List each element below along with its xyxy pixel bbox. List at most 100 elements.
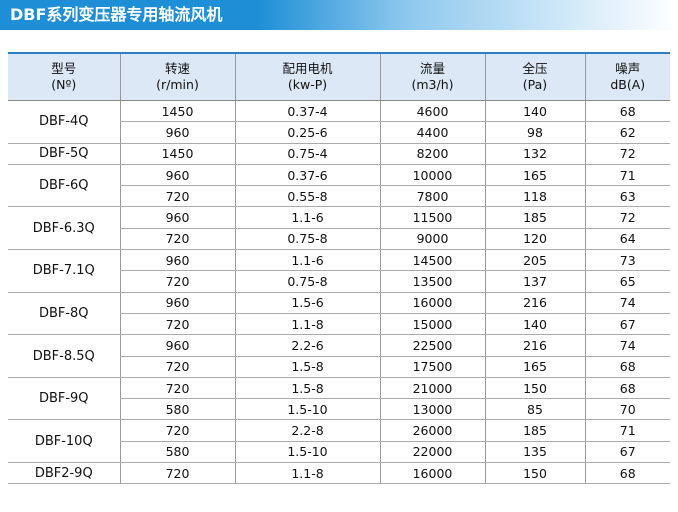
table-cell: 0.25-6 [234, 121, 380, 144]
table-cell: 16000 [379, 462, 485, 485]
table-cell: 2.2-6 [234, 334, 380, 357]
header-cell: 转速 (r/min) [119, 52, 235, 101]
table-cell: 68 [584, 462, 670, 485]
table-cell: 68 [584, 356, 670, 378]
table-row: DBF-8.5Q 960 2.2-6 22500 216 74 [8, 334, 670, 378]
table-cell: 16000 [379, 292, 485, 314]
table-cell: 21000 [379, 377, 485, 400]
model-cell: DBF-9Q [8, 377, 120, 421]
table-cell: 135 [484, 441, 585, 464]
table-cell: 65 [584, 270, 670, 293]
table-cell: 720 [119, 270, 235, 293]
model-cell: DBF-6.3Q [8, 206, 120, 251]
table-cell: 165 [484, 164, 585, 187]
table-row: 720 0.75-8 9000 120 64 [8, 228, 670, 251]
table-cell: 70 [584, 398, 670, 421]
table-cell: 580 [119, 441, 235, 464]
table-cell: 68 [584, 100, 670, 123]
table-cell: 4600 [379, 100, 485, 123]
table-cell: 74 [584, 292, 670, 314]
table-cell: 68 [584, 377, 670, 400]
table-cell: 216 [484, 334, 585, 357]
table-cell: 67 [584, 441, 670, 464]
table-row: 580 1.5-10 22000 135 67 [8, 441, 670, 464]
table-cell: 67 [584, 313, 670, 336]
table-cell: 0.37-4 [234, 100, 380, 123]
table-cell: 205 [484, 249, 585, 272]
table-cell: 1.5-8 [234, 377, 380, 400]
table-cell: 7800 [379, 185, 485, 208]
table-cell: 720 [119, 185, 235, 208]
header-text: 噪声 [615, 61, 641, 76]
table-cell: 63 [584, 185, 670, 208]
table-row: 960 0.25-6 4400 98 62 [8, 121, 670, 144]
table-row: DBF2-9Q 720 1.1-8 16000 150 68 [8, 462, 670, 485]
table-cell: 185 [484, 206, 585, 229]
model-cell: DBF-8Q [8, 292, 120, 336]
header-text: dB(A) [610, 77, 646, 92]
table-cell: 98 [484, 121, 585, 144]
header-text: (kw-P) [287, 77, 328, 92]
table-cell: 150 [484, 377, 585, 400]
table-cell: 720 [119, 313, 235, 336]
header-text: (Nº) [51, 77, 77, 92]
table-row: DBF-6.3Q 960 1.1-6 11500 185 72 [8, 206, 670, 251]
table-cell: 120 [484, 228, 585, 251]
table-cell: 15000 [379, 313, 485, 336]
table-row: DBF-9Q 720 1.5-8 21000 150 68 [8, 377, 670, 421]
table-cell: 720 [119, 419, 235, 442]
header-text: (r/min) [156, 77, 199, 92]
table-cell: 165 [484, 356, 585, 378]
table-body: DBF-4Q 1450 0.37-4 4600 140 68 960 0.25-6 4400 98… [8, 100, 670, 485]
table-cell: 960 [119, 292, 235, 314]
table-cell: 9000 [379, 228, 485, 251]
header-text: 流量 [419, 61, 445, 76]
table-cell: 72 [584, 206, 670, 229]
header-cell: 型号 (Nº) [8, 52, 120, 101]
table-cell: 4400 [379, 121, 485, 144]
table-cell: 720 [119, 377, 235, 400]
table-cell: 1.1-6 [234, 206, 380, 229]
table-cell: 185 [484, 419, 585, 442]
table-row: DBF-5Q 1450 0.75-4 8200 132 72 [8, 143, 670, 165]
header-cell: 全压 (Pa) [484, 52, 585, 101]
table-cell: 1.1-8 [234, 313, 380, 336]
table-cell: 13500 [379, 270, 485, 293]
model-cell: DBF-8.5Q [8, 334, 120, 378]
table-row: DBF-10Q 720 2.2-8 26000 185 71 [8, 419, 670, 464]
table-cell: 132 [484, 143, 585, 165]
table-cell: 720 [119, 356, 235, 378]
table-cell: 17500 [379, 356, 485, 378]
header-cell: 流量 (m3/h) [379, 52, 485, 101]
table-cell: 0.55-8 [234, 185, 380, 208]
table-cell: 71 [584, 164, 670, 187]
table-cell: 1.5-10 [234, 441, 380, 464]
table-cell: 118 [484, 185, 585, 208]
header-text: 转速 [164, 61, 190, 76]
table-row: 720 1.1-8 15000 140 67 [8, 313, 670, 336]
table-cell: 216 [484, 292, 585, 314]
table-cell: 72 [584, 143, 670, 165]
table-cell: 26000 [379, 419, 485, 442]
table-cell: 720 [119, 228, 235, 251]
table-cell: 8200 [379, 143, 485, 165]
table-cell: 960 [119, 334, 235, 357]
table-cell: 13000 [379, 398, 485, 421]
header-text: (Pa) [522, 77, 548, 92]
table-row: DBF-8Q 960 1.5-6 16000 216 74 [8, 292, 670, 336]
table-cell: 10000 [379, 164, 485, 187]
table-cell: 0.75-8 [234, 228, 380, 251]
table-row: 720 1.5-8 17500 165 68 [8, 356, 670, 378]
table-cell: 1.5-10 [234, 398, 380, 421]
table-cell: 1.1-6 [234, 249, 380, 272]
header-cell: 配用电机 (kw-P) [234, 52, 380, 101]
table-row: 580 1.5-10 13000 85 70 [8, 398, 670, 421]
table-cell: 140 [484, 100, 585, 123]
table-row: DBF-4Q 1450 0.37-4 4600 140 68 [8, 100, 670, 144]
spec-table: 型号 (Nº) 转速 (r/min) 配用电机 (kw-P) 流量 (m3/h) 全压 (Pa) 噪… [8, 52, 670, 485]
table-cell: 22000 [379, 441, 485, 464]
title-bar: DBF系列变压器专用轴流风机 [0, 0, 678, 30]
table-cell: 22500 [379, 334, 485, 357]
table-cell: 0.75-4 [234, 143, 380, 165]
table-cell: 960 [119, 249, 235, 272]
